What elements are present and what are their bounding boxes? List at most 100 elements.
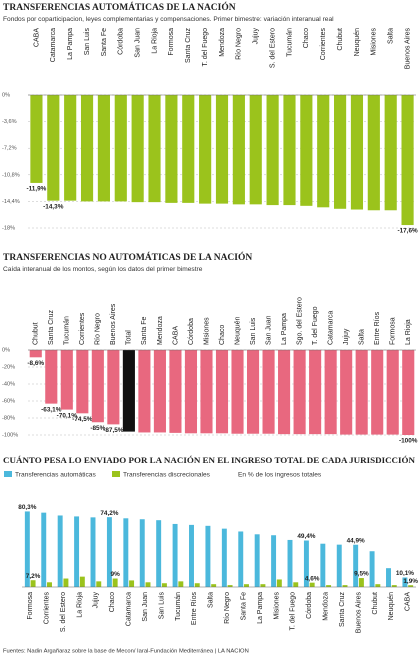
x-tick-label: Tucumán [64, 316, 71, 345]
y-tick-label: -14,4% [2, 199, 20, 205]
value-label: -87,5% [103, 427, 124, 434]
y-tick-label: -7,2% [2, 146, 17, 152]
value-label: 9,5% [354, 571, 369, 578]
bar [266, 95, 279, 206]
y-tick-label: -10,8% [2, 172, 20, 178]
value-label: -70,1% [57, 412, 78, 419]
bar [367, 95, 380, 211]
bar [293, 582, 299, 587]
x-tick-label: Santa Fe [240, 592, 247, 621]
x-tick-label: San Luis [158, 592, 165, 620]
x-tick-label: Misiones [203, 317, 210, 345]
y-tick-label: 0% [2, 92, 10, 98]
bar [401, 95, 414, 226]
x-tick-label: Tucumán [175, 592, 182, 621]
x-tick-label: T. del Fuego [202, 28, 209, 67]
chart-subtitle: Fondos por coparticipacion, leyes comple… [3, 16, 334, 23]
bar [153, 350, 166, 433]
value-label: 9% [111, 571, 121, 578]
bar [45, 350, 58, 404]
y-tick-label: 0% [2, 347, 10, 353]
bar [161, 583, 167, 587]
x-tick-label: San Juan [142, 592, 149, 622]
bar [47, 95, 60, 201]
x-tick-label: S. del Estero [60, 592, 67, 632]
x-tick-label: La Rioja [76, 592, 83, 618]
bar [303, 540, 309, 587]
bar [24, 511, 30, 587]
bar [342, 585, 348, 587]
x-tick-label: Entre Ríos [374, 311, 381, 345]
bar [60, 350, 73, 410]
x-tick-label: Neuquén [388, 592, 395, 621]
value-label: 4,6% [305, 575, 320, 582]
bar [199, 95, 212, 204]
bar [41, 512, 47, 587]
bar [355, 350, 368, 435]
x-tick-label: S. del Estero [269, 28, 276, 68]
x-tick-label: Tucumán [286, 28, 293, 57]
x-tick-label: Formosa [27, 592, 34, 620]
bar [106, 517, 112, 587]
value-label: -74,5% [72, 416, 93, 423]
bar [79, 576, 85, 587]
bar [172, 523, 178, 587]
x-tick-label: Jujuy [253, 28, 260, 45]
bar [138, 350, 151, 433]
bar [238, 531, 244, 587]
bar [402, 577, 408, 587]
x-tick-label: CABA [172, 326, 179, 345]
bar [30, 95, 43, 183]
x-tick-label: La Pampa [281, 313, 288, 345]
bar [317, 95, 330, 208]
bar [249, 95, 262, 205]
bar [156, 520, 162, 587]
bar [200, 350, 213, 434]
bar [80, 95, 94, 202]
bar [182, 95, 195, 203]
bar [184, 350, 198, 434]
x-tick-label: San Luis [84, 28, 91, 56]
x-tick-label: Río Negro [224, 592, 231, 624]
value-label: -11,9% [26, 186, 46, 193]
bar [221, 528, 227, 587]
x-tick-label: Mendoza [219, 28, 226, 57]
x-tick-label: Chubut [33, 322, 40, 345]
chart-note: En % de los ingresos totales [238, 471, 322, 478]
x-tick-label: Total [126, 330, 133, 345]
chart-title: CUÁNTO PESA LO ENVIADO POR LA NACIÓN EN … [3, 455, 416, 465]
bar [300, 95, 313, 206]
bar [369, 551, 375, 587]
x-tick-label: Santa Cruz [339, 592, 346, 628]
x-tick-label: Santa Fe [141, 316, 148, 345]
value-label: 10,1% [396, 570, 414, 577]
x-tick-label: Entre Ríos [191, 592, 198, 626]
chart-title: TRANSFERENCIAS NO AUTOMÁTICAS DE LA NACI… [3, 251, 252, 263]
x-tick-label: Formosa [168, 28, 175, 56]
value-label: 44,9% [347, 537, 365, 544]
x-tick-label: Río Negro [95, 313, 102, 345]
value-label: -17,6% [397, 228, 418, 235]
bar [340, 350, 353, 435]
x-tick-label: Santa Cruz [48, 309, 55, 345]
x-tick-label: Chaco [303, 28, 310, 48]
bar [358, 578, 364, 587]
bar [145, 582, 151, 587]
bar [63, 578, 69, 587]
x-tick-label: Mendoza [157, 316, 164, 345]
value-label: -63,1% [41, 406, 62, 413]
bar [169, 350, 182, 433]
value-label: -8,6% [27, 360, 44, 367]
x-tick-label: Catamarca [50, 28, 57, 62]
x-tick-label: Chaco [219, 325, 226, 345]
legend-label: Transferencias discrecionales [123, 471, 211, 478]
chart-subtitle: Caída interanual de los montos, según lo… [3, 266, 203, 273]
x-tick-label: La Rioja [151, 28, 158, 54]
value-label: 1,9% [403, 578, 418, 585]
legend-swatch [4, 471, 12, 477]
bar [320, 543, 326, 587]
bar [287, 539, 293, 587]
bar [29, 350, 42, 358]
x-tick-label: Corrientes [320, 28, 327, 61]
